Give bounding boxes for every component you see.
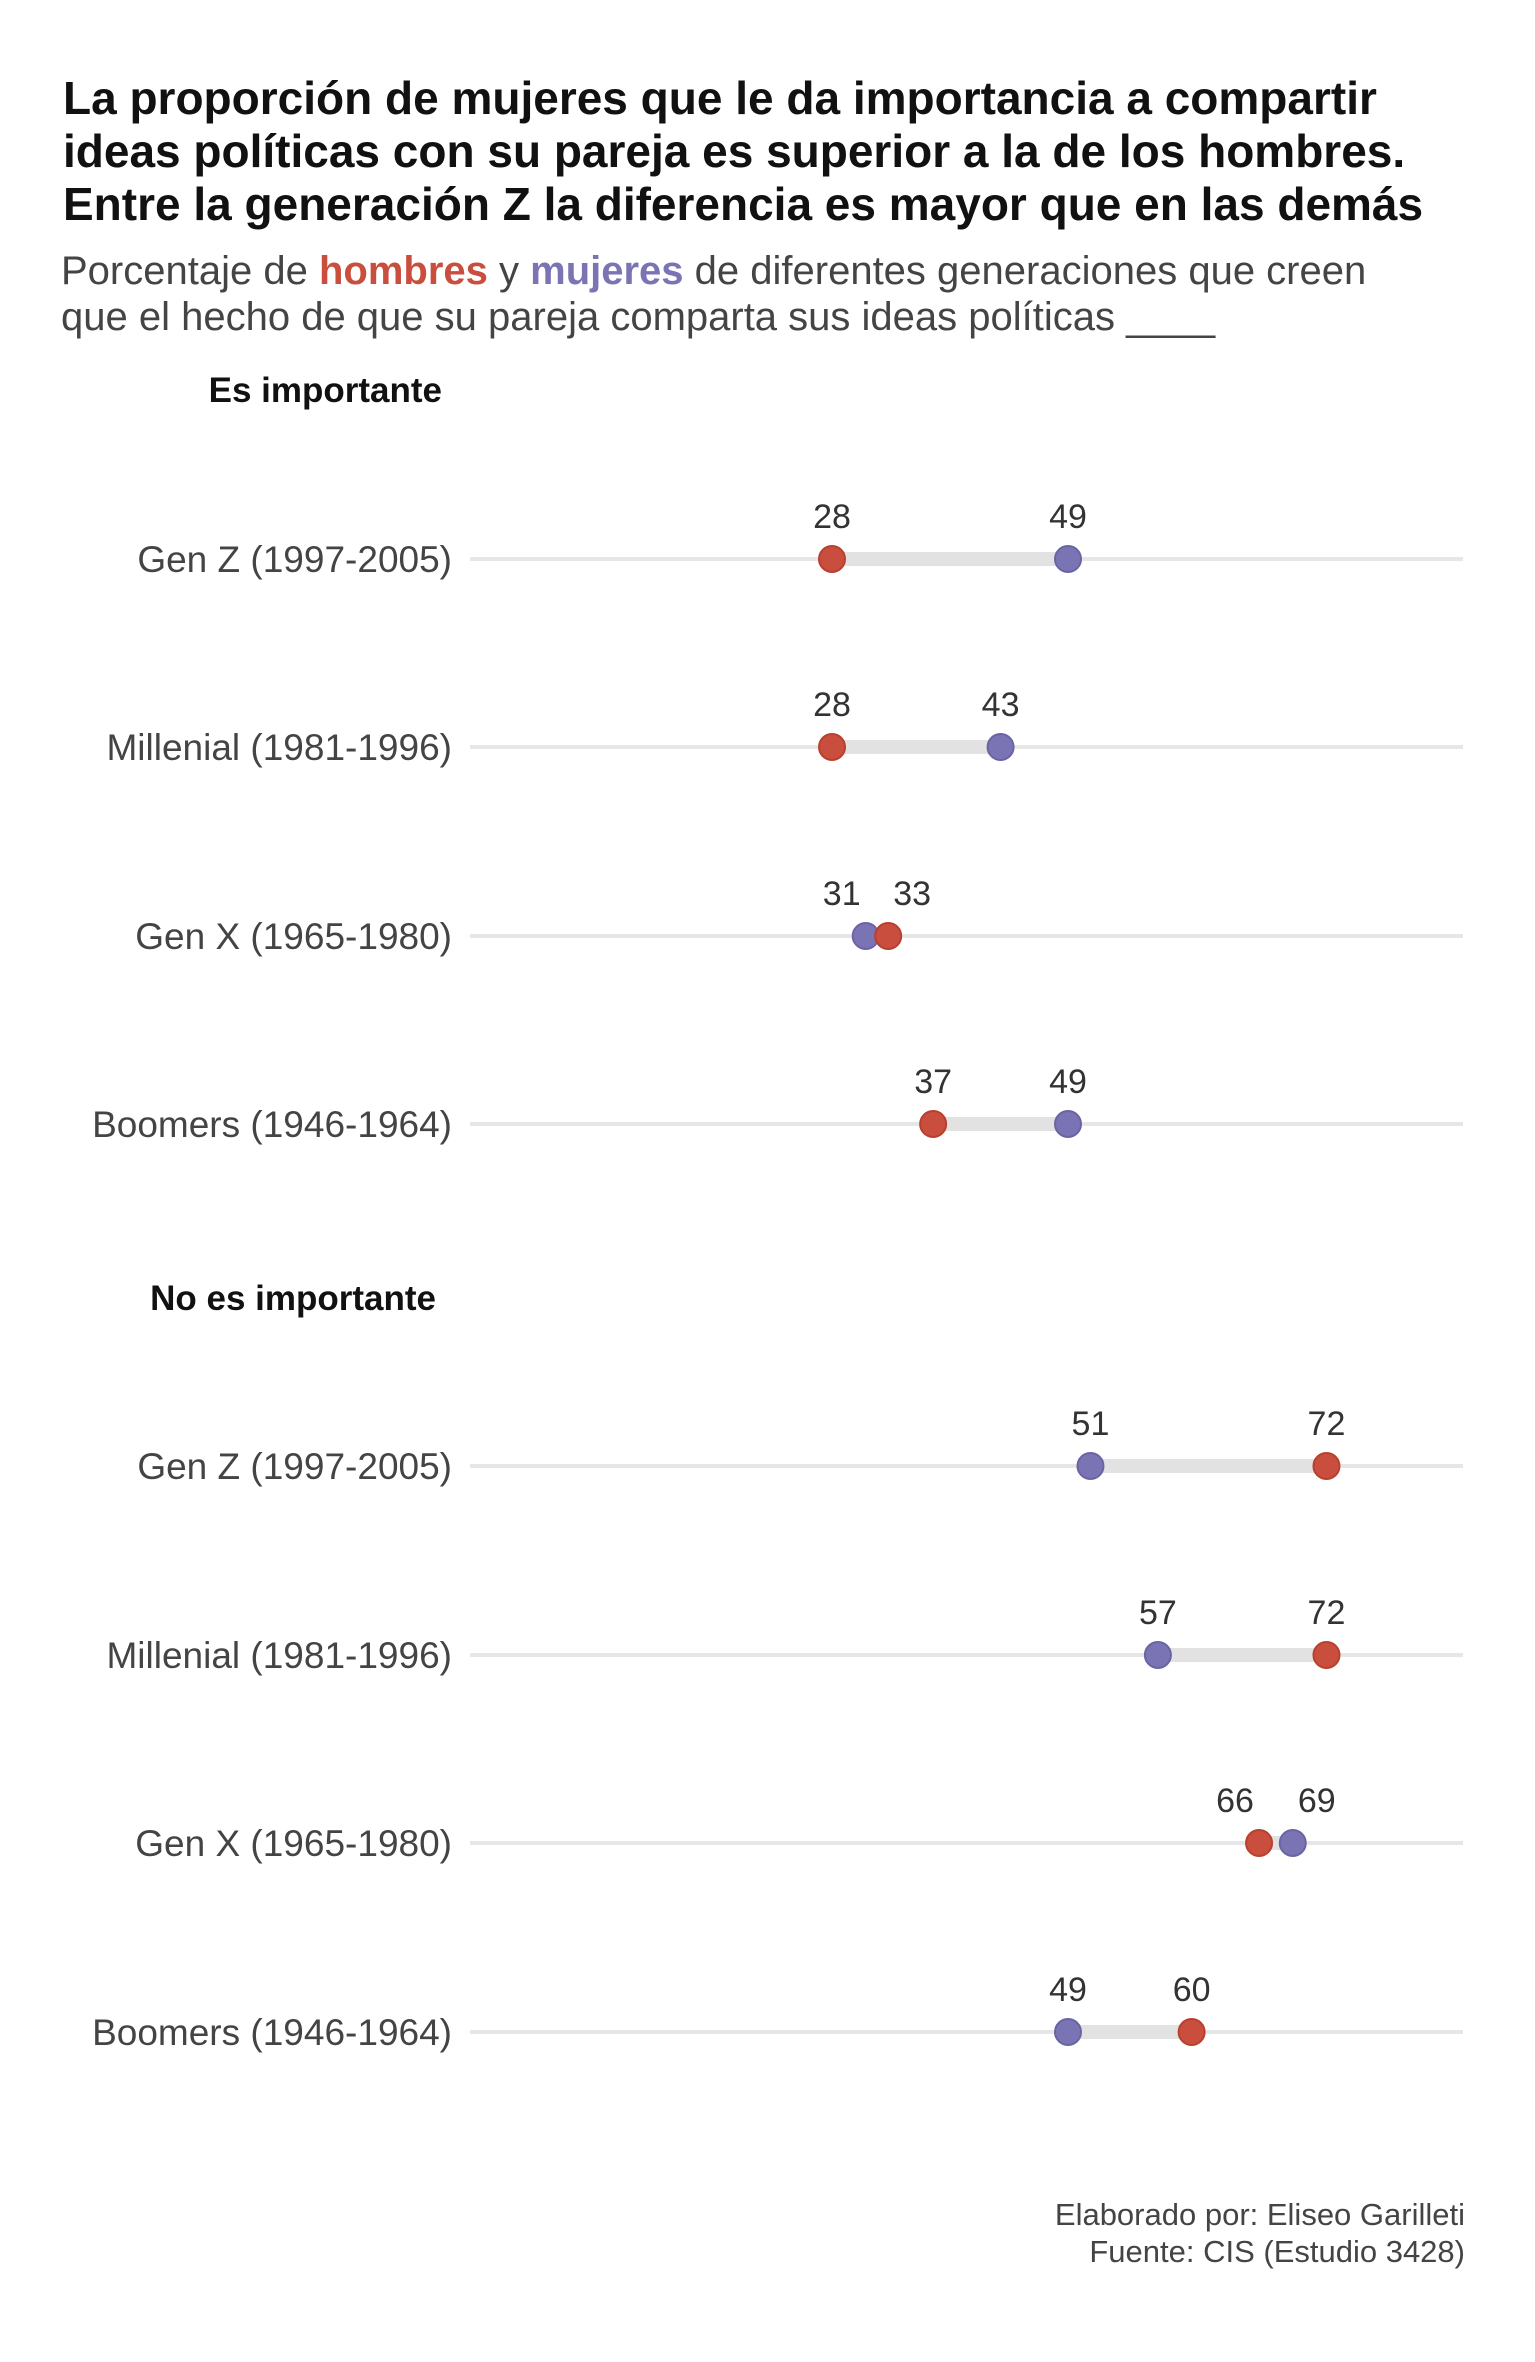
row-label: Gen X (1965-1980) [135, 1823, 452, 1864]
title-line-1: La proporción de mujeres que le da impor… [63, 72, 1377, 124]
point-hombres [1312, 1452, 1341, 1480]
row-label: Boomers (1946-1964) [92, 2012, 452, 2053]
value-label-mujeres: 31 [823, 875, 861, 913]
point-mujeres [1054, 1110, 1082, 1138]
chart-caption: Elaborado por: Eliseo Garilleti Fuente: … [1055, 2196, 1465, 2270]
chart-subtitle: Porcentaje de hombres y mujeres de difer… [61, 248, 1501, 340]
value-label-hombres: 72 [1308, 1405, 1346, 1443]
point-mujeres [1278, 1829, 1307, 1857]
subtitle-line-1: Porcentaje de hombres y mujeres de difer… [61, 248, 1501, 294]
title-line-2: ideas políticas con su pareja es superio… [63, 125, 1406, 177]
point-hombres [874, 922, 903, 950]
point-mujeres [1054, 545, 1082, 573]
caption-source: Fuente: CIS (Estudio 3428) [1089, 2234, 1465, 2269]
value-label-hombres: 28 [813, 686, 851, 724]
value-label-hombres: 37 [914, 1063, 952, 1101]
point-mujeres [986, 733, 1015, 761]
legend-mujeres: mujeres [530, 249, 684, 293]
row-label: Gen X (1965-1980) [135, 916, 452, 957]
chart-title: La proporción de mujeres que le da impor… [63, 72, 1503, 231]
subtitle-text-3: de diferentes generaciones que creen [683, 249, 1367, 293]
point-mujeres [1054, 2018, 1082, 2046]
row-label: Gen Z (1997-2005) [137, 1446, 452, 1487]
value-label-mujeres: 49 [1049, 1063, 1087, 1101]
value-label-mujeres: 49 [1049, 1971, 1087, 2009]
subtitle-text-2: y [487, 249, 531, 293]
row-label: Millenial (1981-1996) [106, 727, 452, 768]
value-label-mujeres: 49 [1049, 498, 1087, 536]
row-label: Gen Z (1997-2005) [137, 539, 452, 580]
value-label-hombres: 72 [1308, 1594, 1346, 1632]
point-mujeres [1076, 1452, 1105, 1480]
point-hombres [919, 1110, 948, 1138]
subtitle-line-2: que el hecho de que su pareja comparta s… [61, 295, 1216, 339]
point-mujeres [1143, 1641, 1172, 1669]
value-label-mujeres: 69 [1298, 1782, 1336, 1820]
value-label-mujeres: 43 [982, 686, 1020, 724]
row-label: Boomers (1946-1964) [92, 1104, 452, 1145]
point-hombres [1245, 1829, 1274, 1857]
value-label-mujeres: 57 [1139, 1594, 1177, 1632]
panel-title: Es importante [209, 371, 442, 410]
point-hombres [818, 545, 846, 573]
value-label-hombres: 66 [1216, 1782, 1254, 1820]
legend-hombres: hombres [318, 249, 488, 293]
value-label-hombres: 33 [893, 875, 931, 913]
row-label: Millenial (1981-1996) [106, 1635, 452, 1676]
value-label-hombres: 60 [1173, 1971, 1211, 2009]
point-hombres [1177, 2018, 1206, 2046]
value-label-mujeres: 51 [1072, 1405, 1110, 1443]
point-hombres [1312, 1641, 1341, 1669]
subtitle-text-1: Porcentaje de [61, 249, 319, 293]
point-hombres [818, 733, 846, 761]
value-label-hombres: 28 [813, 498, 851, 536]
caption-author: Elaborado por: Eliseo Garilleti [1054, 2197, 1465, 2232]
title-line-3: Entre la generación Z la diferencia es m… [63, 178, 1424, 230]
panel-title: No es importante [150, 1279, 436, 1318]
